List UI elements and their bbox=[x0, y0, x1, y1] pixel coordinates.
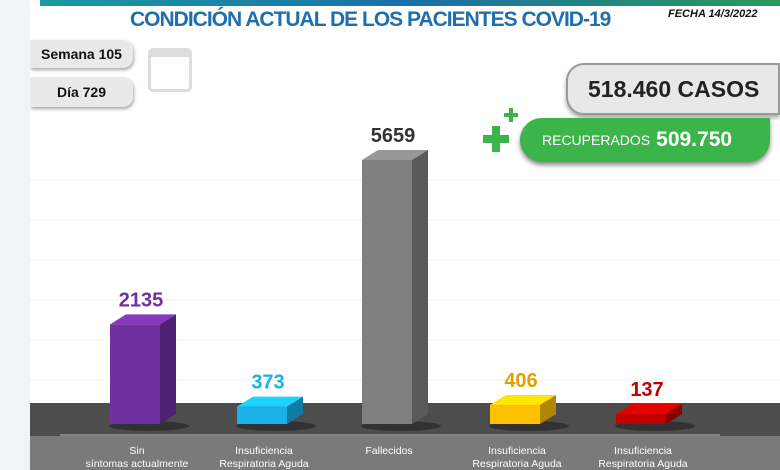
recovered-badge: RECUPERADOS 509.750 bbox=[520, 118, 770, 162]
data-label: 137 bbox=[630, 379, 663, 401]
bar-chart: 2135 Sin síntomas actualmente 373 Insuficien… bbox=[30, 125, 780, 470]
bar bbox=[237, 406, 287, 424]
bar-side bbox=[160, 314, 176, 424]
bar-top bbox=[616, 404, 682, 414]
recovered-label: RECUPERADOS bbox=[542, 132, 651, 148]
page-title: CONDICIÓN ACTUAL DE LOS PACIENTES COVID-… bbox=[130, 8, 611, 31]
category-label: Fallecidos bbox=[365, 445, 412, 457]
plus-icon-small bbox=[504, 108, 518, 122]
total-cases-badge: 518.460 CASOS bbox=[566, 63, 780, 115]
data-label: 2135 bbox=[119, 289, 164, 311]
bar-top bbox=[490, 395, 556, 406]
week-badge: Semana 105 bbox=[30, 40, 133, 68]
top-banner bbox=[40, 0, 780, 6]
recovered-value: 509.750 bbox=[656, 128, 733, 151]
plus-icon bbox=[483, 126, 509, 152]
label-band bbox=[30, 436, 780, 470]
bar-side bbox=[666, 404, 682, 424]
bar-side bbox=[412, 150, 428, 424]
bar-top bbox=[110, 314, 176, 325]
data-label: 373 bbox=[251, 372, 284, 394]
bar-side bbox=[540, 395, 556, 424]
bar-top bbox=[362, 150, 428, 160]
bar bbox=[616, 414, 666, 424]
bar bbox=[110, 324, 160, 424]
bar-top bbox=[237, 396, 303, 407]
bar bbox=[490, 405, 540, 424]
category-label: Insuficiencia Respiratoria Aguda bbox=[472, 445, 561, 470]
infographic: 2135 Sin síntomas actualmente 373 Insuficien… bbox=[30, 0, 780, 470]
calendar-icon bbox=[148, 48, 192, 92]
day-badge: Día 729 bbox=[30, 77, 133, 107]
category-label: Insuficiencia Respiratoria Aguda bbox=[219, 445, 308, 470]
category-label: Insuficiencia Respiratoria Aguda bbox=[598, 445, 687, 470]
category-label: Sin síntomas actualmente bbox=[86, 445, 189, 470]
report-date: FECHA 14/3/2022 bbox=[668, 8, 758, 20]
bar-side bbox=[287, 396, 303, 424]
bar bbox=[362, 160, 412, 424]
data-label: 406 bbox=[504, 370, 537, 392]
data-label: 5659 bbox=[371, 125, 416, 147]
